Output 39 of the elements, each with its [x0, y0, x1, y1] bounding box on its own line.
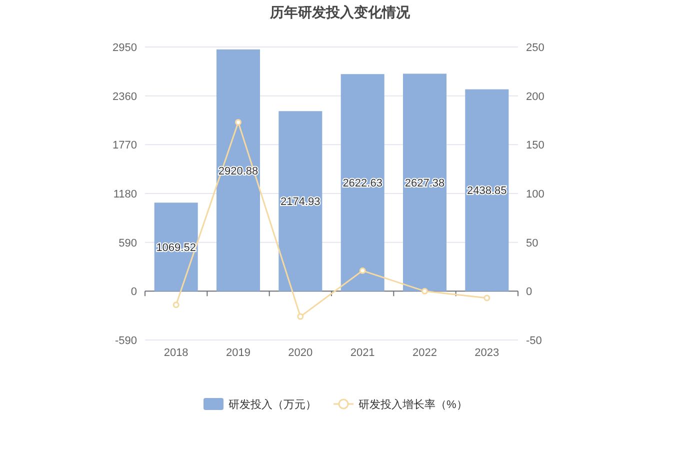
y-tick-label: 0 — [130, 286, 137, 298]
y2-tick-label: 250 — [526, 42, 544, 54]
y2-tick-label: 200 — [526, 90, 544, 103]
point — [172, 302, 180, 308]
x-tick-label: 2020 — [288, 347, 313, 359]
bar — [465, 89, 509, 292]
y-tick-label: 1770 — [112, 140, 137, 152]
data-label: 2438.85 — [467, 185, 507, 198]
point — [422, 288, 428, 294]
point — [297, 313, 304, 320]
x-tick-label: 2023 — [474, 347, 500, 359]
x-tick-label: 2022 — [412, 347, 437, 359]
data-label: 2622.63 — [342, 178, 382, 190]
data-label: 2627.38 — [404, 177, 445, 190]
y-tick-label: 2360 — [112, 90, 137, 103]
legend-label: 研发投入（万元） — [228, 398, 316, 411]
bar — [402, 74, 447, 292]
data-label: 2174.93 — [280, 196, 320, 208]
point — [484, 294, 490, 302]
y-tick-label: 2950 — [112, 42, 137, 54]
point — [359, 267, 366, 274]
bar — [278, 111, 322, 292]
x-tick-label: 2018 — [164, 347, 188, 359]
y-tick-label: 1180 — [113, 188, 137, 200]
y2-tick-label: 100 — [526, 188, 544, 200]
bar — [340, 74, 384, 292]
x-tick-label: 2019 — [226, 347, 250, 359]
y2-tick-label: 0 — [526, 286, 532, 298]
point — [235, 118, 242, 126]
data-label: 1069.52 — [156, 242, 196, 254]
legend-label: 研发投入增长率（%） — [358, 398, 468, 411]
x-tick-label: 2021 — [350, 347, 375, 359]
y2-tick-label: -50 — [526, 335, 542, 347]
y-tick-label: 590 — [118, 237, 137, 250]
y-tick-label: -590 — [114, 335, 137, 347]
y2-tick-label: 50 — [526, 237, 538, 250]
y2-tick-label: 150 — [526, 140, 544, 152]
bar — [216, 49, 260, 292]
chart-title: 历年研发投入变化情况 — [269, 4, 411, 20]
